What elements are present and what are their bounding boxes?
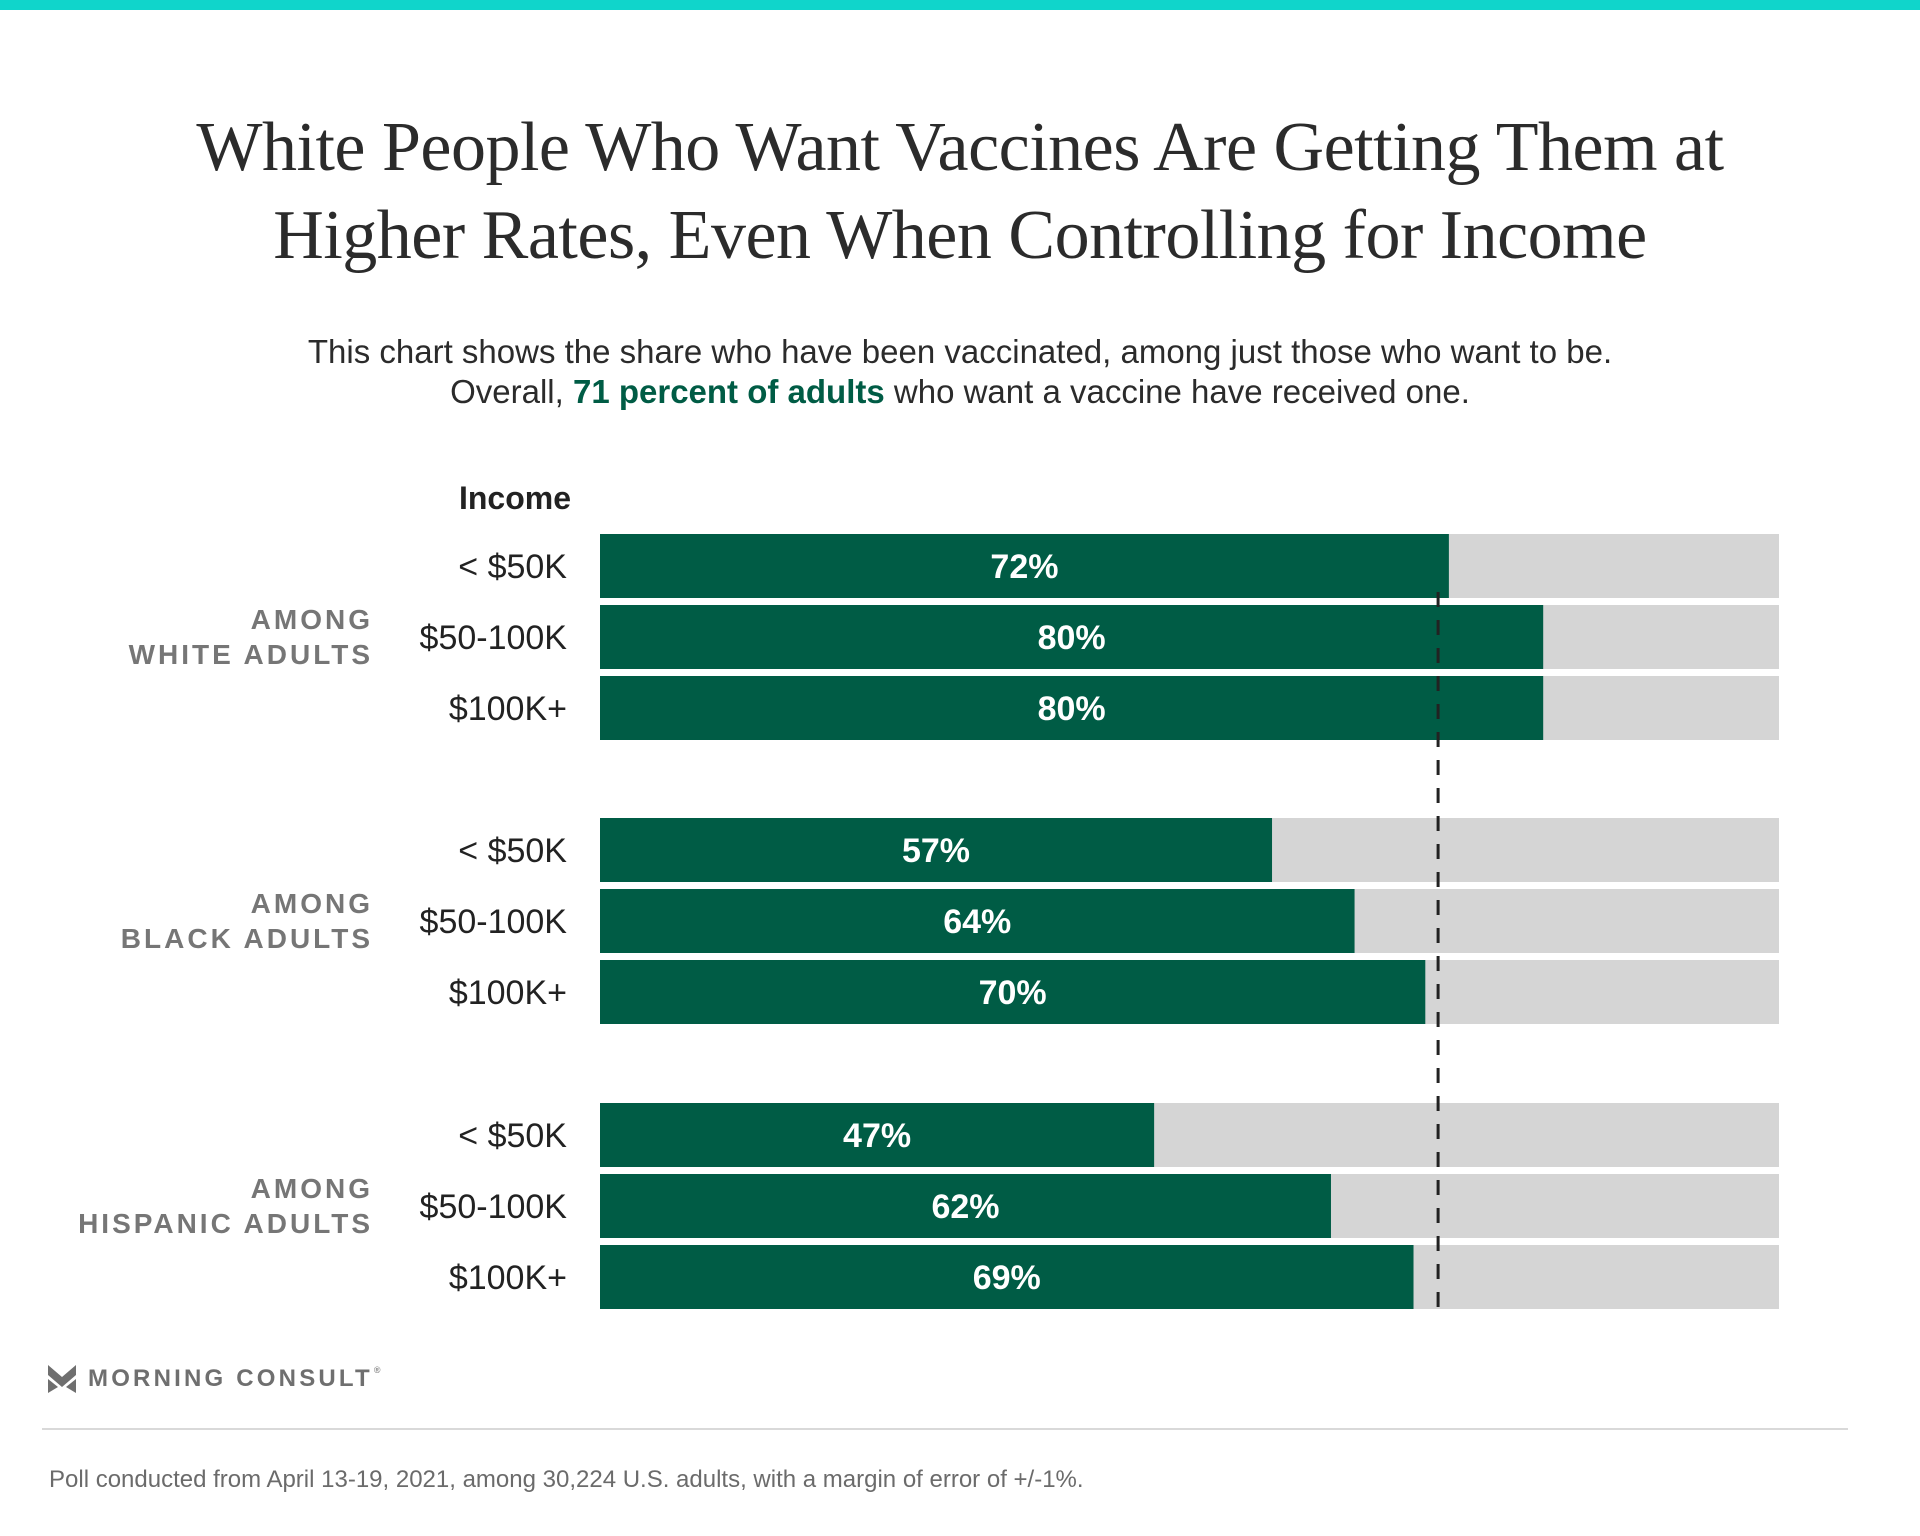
bar — [600, 889, 1355, 953]
group-label: AMONG — [251, 888, 373, 919]
bar-value-label: 47% — [843, 1117, 911, 1155]
chart-title-line-2: Higher Rates, Even When Controlling for … — [273, 197, 1647, 274]
subtitle-line-2: Overall, 71 percent of adults who want a… — [0, 372, 1920, 412]
bar-value-label: 80% — [1038, 690, 1106, 728]
chart-title-line-1: White People Who Want Vaccines Are Getti… — [196, 109, 1724, 186]
bar — [600, 676, 1544, 740]
income-category-label: < $50K — [458, 832, 567, 870]
income-category-label: $100K+ — [449, 974, 567, 1012]
bar — [600, 818, 1273, 882]
chart-title: White People Who Want Vaccines Are Getti… — [0, 104, 1920, 280]
group-label: WHITE ADULTS — [129, 639, 373, 670]
footer-divider — [42, 1428, 1848, 1430]
subtitle-prefix: Overall, — [450, 373, 573, 410]
bar — [600, 605, 1544, 669]
subtitle-suffix: who want a vaccine have received one. — [884, 373, 1470, 410]
top-accent-bar — [0, 0, 1920, 10]
morning-consult-logo: MORNING CONSULT® — [48, 1364, 384, 1394]
bar — [600, 1245, 1414, 1309]
group-label: AMONG — [251, 604, 373, 635]
bar — [600, 534, 1449, 598]
income-category-label: $50-100K — [420, 619, 568, 657]
bar-value-label: 62% — [931, 1188, 999, 1226]
bar-value-label: 72% — [990, 548, 1058, 586]
footer-note: Poll conducted from April 13-19, 2021, a… — [49, 1466, 1084, 1493]
group-label: HISPANIC ADULTS — [78, 1208, 373, 1239]
bar-value-label: 64% — [943, 903, 1011, 941]
morning-consult-m-icon — [48, 1365, 76, 1393]
income-category-label: $100K+ — [449, 1259, 567, 1297]
income-category-label: < $50K — [458, 1117, 567, 1155]
logo-wordmark: MORNING CONSULT — [88, 1365, 373, 1392]
income-category-label: < $50K — [458, 548, 567, 586]
bar-value-label: 80% — [1038, 619, 1106, 657]
bar-value-label: 70% — [979, 974, 1047, 1012]
group-label: BLACK ADULTS — [121, 923, 373, 954]
group-label: AMONG — [251, 1173, 373, 1204]
bar-value-label: 57% — [902, 832, 970, 870]
chart-subtitle: This chart shows the share who have been… — [0, 332, 1920, 412]
bar — [600, 1103, 1155, 1167]
bar — [600, 960, 1426, 1024]
income-category-label: $50-100K — [420, 1188, 568, 1226]
income-category-label: $100K+ — [449, 690, 567, 728]
subtitle-highlight: 71 percent of adults — [572, 373, 885, 410]
registered-mark: ® — [373, 1365, 384, 1375]
logo-text: MORNING CONSULT® — [88, 1365, 384, 1393]
bar — [600, 1174, 1331, 1238]
subtitle-line-1: This chart shows the share who have been… — [307, 333, 1613, 370]
income-category-label: $50-100K — [420, 903, 568, 941]
income-column-header: Income — [458, 480, 571, 516]
bar-value-label: 69% — [973, 1259, 1041, 1297]
